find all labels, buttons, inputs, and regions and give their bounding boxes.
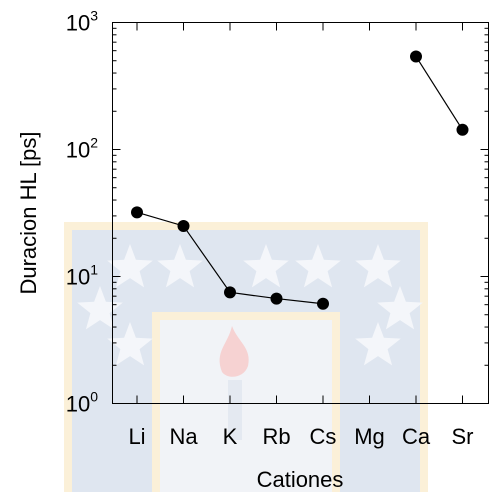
watermark-star-icon [243, 244, 289, 288]
watermark-star-icon [157, 244, 203, 288]
watermark-star-icon [295, 244, 341, 288]
watermark-star-icon [107, 244, 153, 288]
data-point-na [177, 219, 190, 232]
data-point-k [224, 286, 236, 299]
watermark-star-icon [107, 322, 153, 366]
watermark-torch [228, 380, 242, 440]
data-point-cs [317, 297, 329, 310]
y-tick-label: 103 [66, 8, 98, 36]
series-line [415, 56, 464, 131]
data-point-rb [270, 292, 283, 305]
watermark-star-icon [377, 286, 423, 330]
y-tick-label: 102 [66, 135, 98, 163]
watermark-inner-panel [160, 320, 332, 492]
data-point-sr [456, 123, 469, 136]
x-axis-title: Cationes [257, 467, 344, 492]
x-axis: Li Na K Rb Cs Mg Ca Sr [128, 22, 474, 449]
watermark-flame [219, 326, 249, 377]
x-tick-label: Mg [354, 424, 385, 449]
x-tick-label: Ca [402, 424, 431, 449]
watermark-shield [64, 222, 428, 492]
data-point-ca [410, 50, 422, 63]
watermark-star-icon [355, 244, 401, 288]
x-tick-label: Na [169, 424, 198, 449]
x-tick-label: Sr [452, 424, 474, 449]
series-duracion [131, 50, 469, 310]
x-tick-label: K [223, 424, 238, 449]
x-tick-label: Cs [310, 424, 337, 449]
data-point-li [131, 206, 143, 219]
watermark-star-icon [77, 286, 123, 330]
x-tick-label: Li [128, 424, 145, 449]
watermark-star-icon [355, 322, 401, 366]
y-axis-title: Duracion HL [ps] [16, 131, 41, 294]
x-tick-label: Rb [262, 424, 290, 449]
